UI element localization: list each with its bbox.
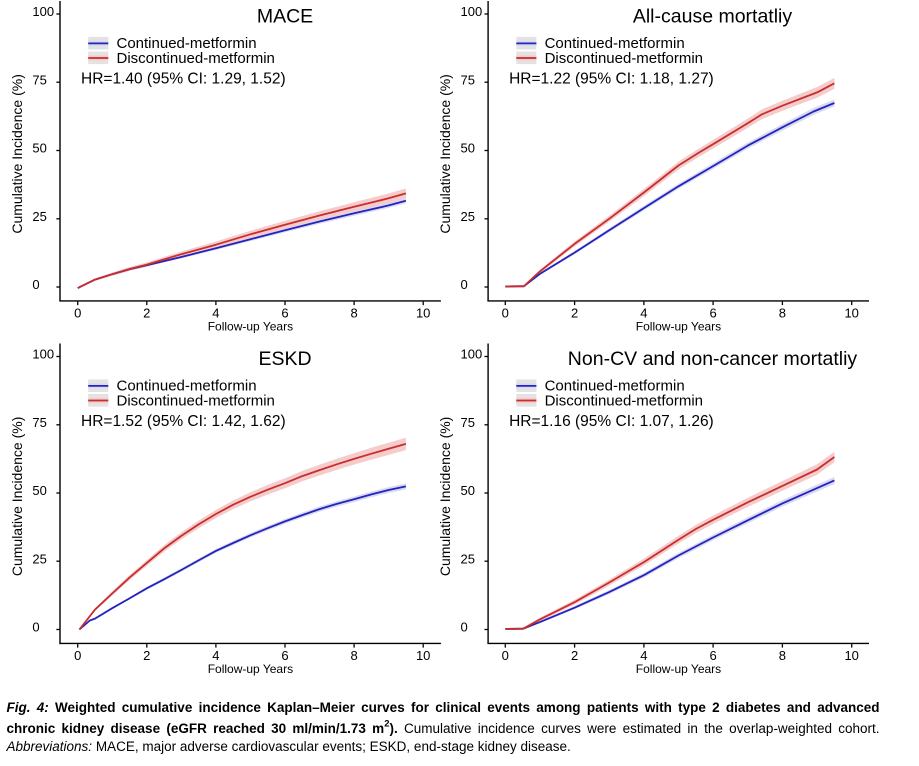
svg-text:0: 0 [32,277,39,292]
svg-text:Discontinued-metformin: Discontinued-metformin [545,50,703,67]
svg-text:Cumulative Incidence (%): Cumulative Incidence (%) [437,74,453,234]
svg-text:25: 25 [32,552,46,567]
svg-text:Cumulative Incidence (%): Cumulative Incidence (%) [9,74,25,234]
svg-text:0: 0 [461,277,468,292]
svg-text:100: 100 [32,347,54,362]
svg-text:75: 75 [32,415,46,430]
svg-text:8: 8 [350,648,357,663]
svg-text:10: 10 [844,305,858,320]
svg-text:10: 10 [416,648,430,663]
svg-text:50: 50 [32,483,46,498]
svg-text:HR=1.40 (95% CI: 1.29, 1.52): HR=1.40 (95% CI: 1.29, 1.52) [81,71,286,88]
svg-text:50: 50 [461,483,475,498]
svg-text:Cumulative Incidence (%): Cumulative Incidence (%) [9,417,25,577]
svg-text:0: 0 [502,648,509,663]
svg-text:6: 6 [709,305,716,320]
svg-text:10: 10 [416,305,430,320]
svg-text:0: 0 [461,620,468,635]
svg-text:Follow-up Years: Follow-up Years [636,319,721,333]
svg-text:2: 2 [143,305,150,320]
svg-text:Follow-up Years: Follow-up Years [636,662,721,676]
svg-text:8: 8 [779,305,786,320]
svg-text:Continued-metformin: Continued-metformin [545,35,685,52]
svg-text:Follow-up Years: Follow-up Years [208,319,293,333]
svg-text:4: 4 [212,305,219,320]
svg-text:HR=1.52 (95% CI: 1.42, 1.62): HR=1.52 (95% CI: 1.42, 1.62) [81,413,286,430]
svg-text:100: 100 [461,347,483,362]
svg-text:Discontinued-metformin: Discontinued-metformin [545,392,703,409]
svg-text:50: 50 [32,141,46,156]
svg-text:10: 10 [844,648,858,663]
svg-text:25: 25 [32,209,46,224]
svg-text:Continued-metformin: Continued-metformin [117,35,257,52]
svg-text:4: 4 [640,648,647,663]
svg-text:4: 4 [212,648,219,663]
svg-text:Non-CV and non-cancer mortatli: Non-CV and non-cancer mortatliy [568,348,858,370]
svg-text:8: 8 [350,305,357,320]
svg-text:All-cause mortatliy: All-cause mortatliy [633,6,793,28]
svg-text:Continued-metformin: Continued-metformin [117,378,257,395]
svg-text:HR=1.22 (95% CI: 1.18, 1.27): HR=1.22 (95% CI: 1.18, 1.27) [509,71,714,88]
svg-text:Follow-up Years: Follow-up Years [208,662,293,676]
svg-text:0: 0 [32,620,39,635]
svg-text:50: 50 [461,141,475,156]
svg-text:25: 25 [461,552,475,567]
svg-text:0: 0 [74,648,81,663]
svg-text:2: 2 [571,648,578,663]
svg-text:6: 6 [281,305,288,320]
svg-text:Discontinued-metformin: Discontinued-metformin [117,50,275,67]
svg-text:Continued-metformin: Continued-metformin [545,378,685,395]
svg-text:MACE: MACE [257,6,313,28]
svg-text:HR=1.16 (95% CI: 1.07, 1.26): HR=1.16 (95% CI: 1.07, 1.26) [509,413,714,430]
svg-text:Cumulative Incidence (%): Cumulative Incidence (%) [437,417,453,577]
svg-text:100: 100 [32,4,54,19]
svg-text:Discontinued-metformin: Discontinued-metformin [117,392,275,409]
svg-text:6: 6 [709,648,716,663]
svg-text:25: 25 [461,209,475,224]
svg-text:8: 8 [779,648,786,663]
svg-text:75: 75 [461,415,475,430]
svg-text:ESKD: ESKD [258,348,311,370]
svg-text:0: 0 [74,305,81,320]
svg-text:6: 6 [281,648,288,663]
svg-text:2: 2 [571,305,578,320]
svg-text:75: 75 [461,73,475,88]
svg-text:75: 75 [32,73,46,88]
svg-text:0: 0 [502,305,509,320]
svg-text:2: 2 [143,648,150,663]
svg-text:4: 4 [640,305,647,320]
svg-text:100: 100 [461,4,483,19]
